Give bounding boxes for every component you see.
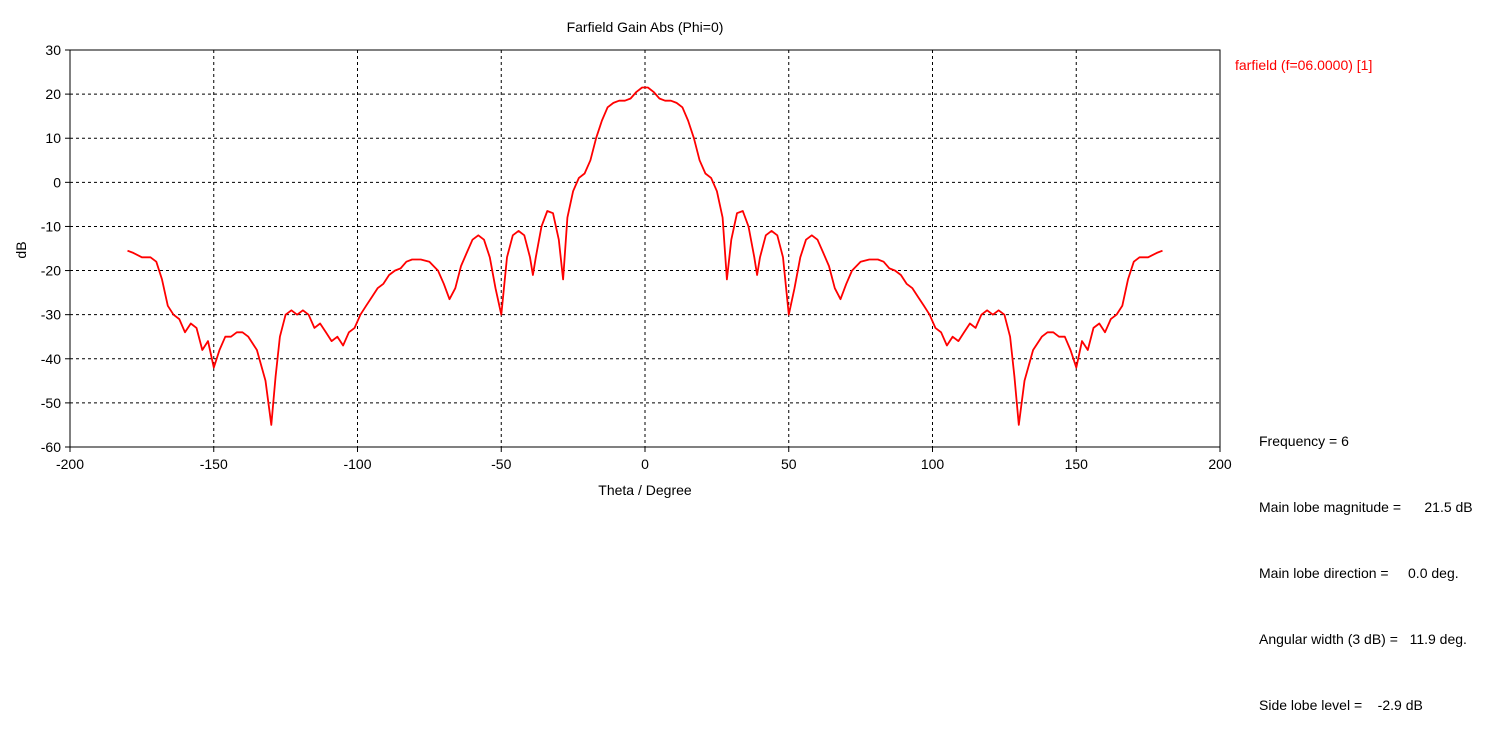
x-tick-label: 0 [641,456,649,472]
y-axis: 30 20 10 0 -10 -20 -30 -40 -50 -60 [41,42,70,455]
y-tick-label: -10 [41,218,61,234]
main-lobe-magnitude-text: Main lobe magnitude = 21.5 dB [1259,499,1473,515]
frequency-text: Frequency = 6 [1259,433,1349,449]
y-tick-label: -60 [41,439,61,455]
y-tick-label: 20 [45,86,61,102]
x-tick-label: -50 [491,456,511,472]
chart-title: Farfield Gain Abs (Phi=0) [567,19,724,35]
y-tick-label: -50 [41,395,61,411]
farfield-info-panel: Frequency = 6 Main lobe magnitude = 21.5… [1259,386,1473,738]
x-tick-label: -150 [200,456,228,472]
x-tick-label: 100 [921,456,945,472]
x-tick-label: 150 [1065,456,1089,472]
legend-entry: farfield (f=06.0000) [1] [1235,57,1372,73]
angular-width-text: Angular width (3 dB) = 11.9 deg. [1259,631,1467,647]
y-tick-label: 0 [53,174,61,190]
y-tick-label: -30 [41,307,61,323]
y-tick-label: 30 [45,42,61,58]
series-line [127,86,1163,426]
y-tick-label: 10 [45,130,61,146]
y-tick-label: -40 [41,351,61,367]
x-axis-label: Theta / Degree [598,482,692,498]
y-axis-label: dB [13,241,29,258]
main-lobe-direction-text: Main lobe direction = 0.0 deg. [1259,565,1459,581]
x-tick-label: -200 [56,456,84,472]
side-lobe-level-text: Side lobe level = -2.9 dB [1259,697,1423,713]
farfield-chart: Farfield Gain Abs (Phi=0) -200 -150 -100 -5… [13,19,1372,498]
x-tick-label: -100 [343,456,371,472]
x-tick-label: 50 [781,456,797,472]
series-layer [127,86,1163,426]
grid [70,50,1220,447]
x-tick-label: 200 [1208,456,1232,472]
x-axis: -200 -150 -100 -50 0 50 100 150 200 [56,447,1232,472]
y-tick-label: -20 [41,263,61,279]
